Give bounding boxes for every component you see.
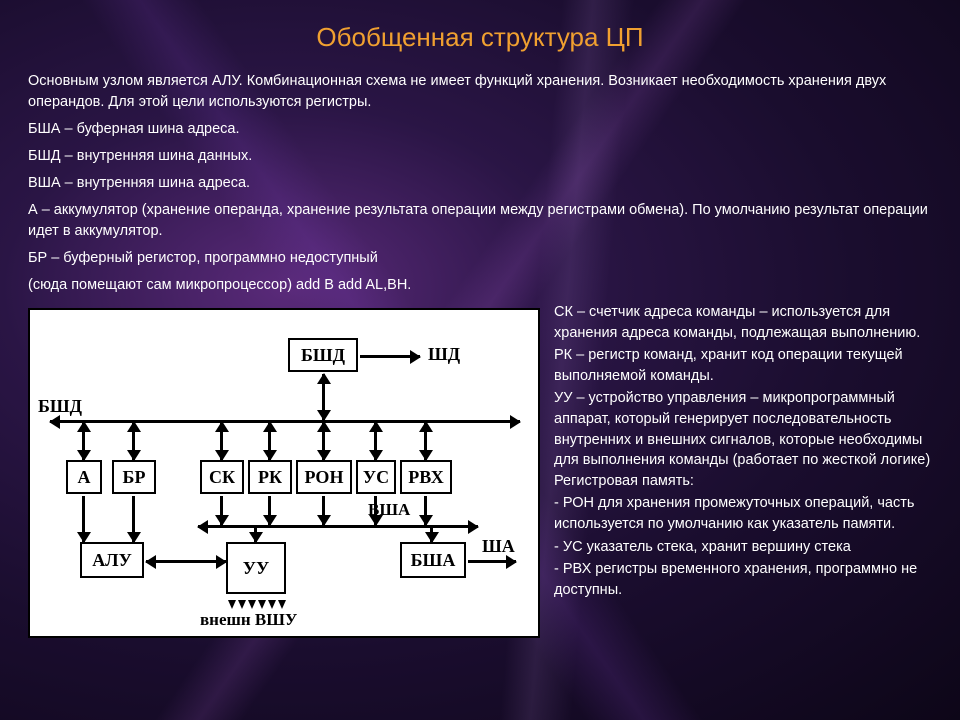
label-shd: ШД xyxy=(428,344,460,365)
box-br: БР xyxy=(112,460,156,494)
conn-rvh xyxy=(424,422,427,460)
uu-out-2 xyxy=(238,600,246,609)
label-bshd-left: БШД xyxy=(38,396,82,417)
box-a: А xyxy=(66,460,102,494)
conn-us-vsha xyxy=(374,496,377,525)
uu-out-6 xyxy=(278,600,286,609)
conn-br xyxy=(132,422,135,460)
para-5: А – аккумулятор (хранение операнда, хран… xyxy=(28,200,932,242)
label-sha: ША xyxy=(482,536,515,557)
right-6: - РВХ регистры временного хранения, прог… xyxy=(554,559,932,600)
conn-a xyxy=(82,422,85,460)
box-ron: РОН xyxy=(296,460,352,494)
right-5: - УС указатель стека, хранит вершину сте… xyxy=(554,537,932,558)
para-2: БША – буферная шина адреса. xyxy=(28,119,932,140)
uu-out-4 xyxy=(258,600,266,609)
conn-sk xyxy=(220,422,223,460)
slide-title: Обобщенная структура ЦП xyxy=(28,22,932,53)
box-bsha: БША xyxy=(400,542,466,578)
conn-ron xyxy=(322,422,325,460)
conn-bshd-bus xyxy=(322,374,325,420)
conn-rvh-vsha xyxy=(424,496,427,525)
box-alu: АЛУ xyxy=(80,542,144,578)
right-2: РК – регистр команд, хранит код операции… xyxy=(554,345,932,386)
bus-vsha xyxy=(198,525,478,528)
right-column-text: СК – счетчик адреса команды – использует… xyxy=(554,302,932,638)
para-4: ВША – внутренняя шина адреса. xyxy=(28,173,932,194)
box-uu: УУ xyxy=(226,542,286,594)
conn-us xyxy=(374,422,377,460)
para-6: БР – буферный регистор, программно недос… xyxy=(28,248,932,269)
right-4: - РОН для хранения промежуточных операци… xyxy=(554,493,932,534)
conn-ron-vsha xyxy=(322,496,325,525)
para-1: Основным узлом является АЛУ. Комбинацион… xyxy=(28,71,932,113)
conn-vsha-bsha xyxy=(430,527,433,542)
box-us: УС xyxy=(356,460,396,494)
box-bshd-top: БШД xyxy=(288,338,358,372)
conn-br-alu xyxy=(132,496,135,542)
right-1: СК – счетчик адреса команды – использует… xyxy=(554,302,932,343)
arrow-sha xyxy=(468,560,516,563)
conn-rk-vsha xyxy=(268,496,271,525)
conn-sk-vsha xyxy=(220,496,223,525)
box-rvh: РВХ xyxy=(400,460,452,494)
cpu-structure-diagram: БШД ШД БШД А БР СК РК РОН УС РВХ xyxy=(28,308,540,638)
conn-vsha-uu xyxy=(254,527,257,542)
box-rk: РК xyxy=(248,460,292,494)
arrow-shd xyxy=(360,355,420,358)
para-3: БШД – внутренняя шина данных. xyxy=(28,146,932,167)
para-7: (сюда помещают сам микропроцессор) add B… xyxy=(28,275,932,296)
bus-bshd xyxy=(50,420,520,423)
conn-rk xyxy=(268,422,271,460)
conn-alu-uu xyxy=(146,560,226,563)
box-sk: СК xyxy=(200,460,244,494)
right-3: УУ – устройство управления – микропрогра… xyxy=(554,388,932,491)
intro-text: Основным узлом является АЛУ. Комбинацион… xyxy=(28,71,932,296)
label-bottom: внешн ВШУ xyxy=(200,610,297,630)
uu-out-5 xyxy=(268,600,276,609)
uu-out-3 xyxy=(248,600,256,609)
conn-a-alu xyxy=(82,496,85,542)
uu-out-1 xyxy=(228,600,236,609)
